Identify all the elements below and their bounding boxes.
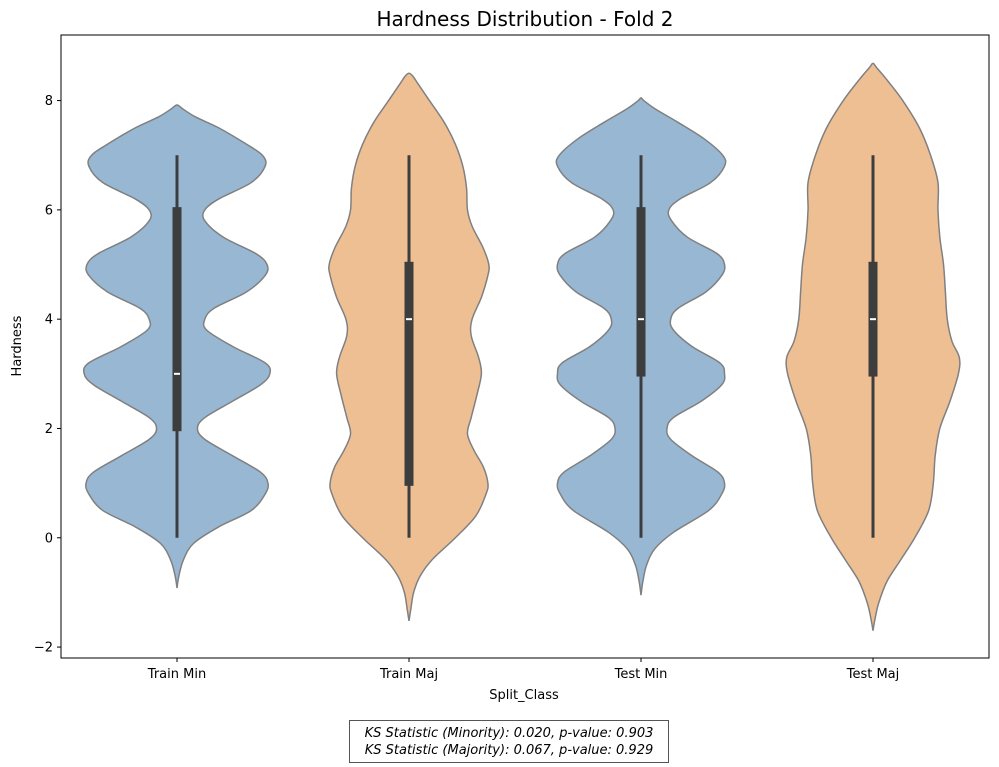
violin-iqr-box: [636, 207, 646, 377]
y-tick-label: −2: [34, 641, 53, 656]
x-tick-label: Train Maj: [379, 667, 438, 682]
violin-iqr-box: [172, 207, 182, 432]
violin-iqr-box: [404, 261, 414, 486]
y-tick-label: 0: [45, 531, 53, 546]
y-tick-label: 2: [45, 422, 53, 437]
x-tick-label: Test Min: [614, 667, 668, 682]
y-tick-label: 8: [45, 94, 53, 109]
ks-majority-text: KS Statistic (Majority): 0.067, p-value:…: [364, 743, 654, 758]
y-tick-label: 4: [45, 313, 53, 328]
plot-frame: [60, 34, 990, 659]
y-axis: −2 0 2 4 6 8: [34, 94, 61, 656]
chart-title: Hardness Distribution - Fold 2: [376, 7, 673, 31]
y-axis-label: Hardness: [10, 315, 25, 376]
x-axis: Train Min Train Maj Test Min Test Maj: [147, 658, 899, 682]
violin-group: [82, 62, 961, 631]
ks-statistics-box: KS Statistic (Minority): 0.020, p-value:…: [349, 720, 669, 763]
x-tick-label: Train Min: [147, 667, 206, 682]
ks-minority-text: KS Statistic (Minority): 0.020, p-value:…: [364, 726, 654, 741]
x-tick-label: Test Maj: [846, 667, 900, 682]
x-axis-label: Split_Class: [489, 688, 559, 703]
y-tick-label: 6: [45, 203, 53, 218]
